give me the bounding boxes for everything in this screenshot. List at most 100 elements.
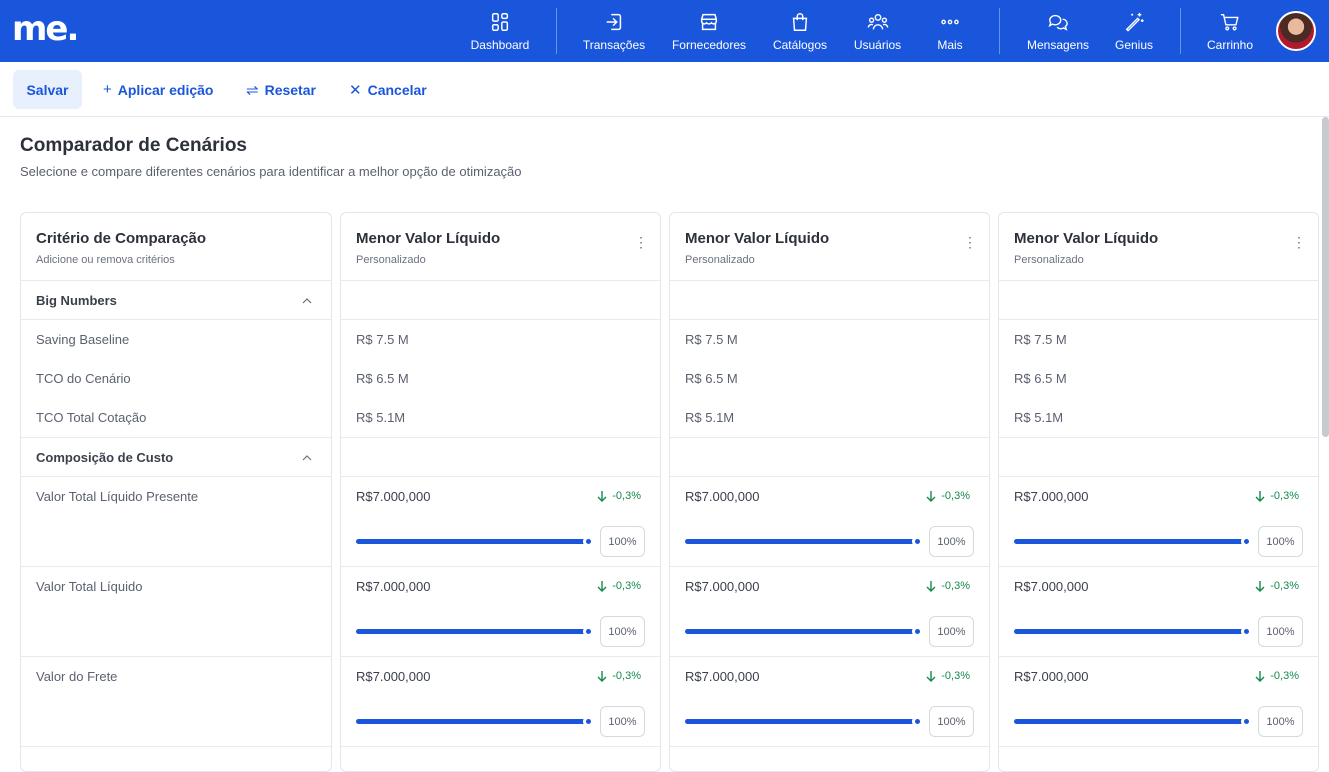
slider-handle[interactable] — [584, 717, 593, 726]
scenario-panel: Menor Valor Líquido Personalizado ⋮ R$ 7… — [998, 212, 1319, 772]
login-arrow-icon — [606, 13, 622, 31]
delta-value: -0,3% — [612, 670, 641, 682]
percentage-input[interactable]: 100% — [929, 706, 974, 737]
nav-mais[interactable]: Mais — [930, 0, 970, 62]
slider-handle[interactable] — [584, 537, 593, 546]
nav-label: Genius — [1114, 38, 1154, 52]
big-number-value: R$ 7.5 M — [356, 332, 409, 347]
nav-genius[interactable]: Genius — [1112, 0, 1156, 62]
divider — [341, 746, 660, 747]
divider — [670, 566, 989, 567]
top-navbar: me. Dashboard Transações Fornecedores Ca… — [0, 0, 1329, 62]
cost-value: R$7.000,000 — [685, 669, 760, 684]
kebab-menu-icon[interactable]: ⋮ — [1292, 234, 1306, 250]
delta-badge: -0,3% — [925, 670, 970, 682]
percentage-input[interactable]: 100% — [929, 616, 974, 647]
delta-badge: -0,3% — [1254, 670, 1299, 682]
percentage-input[interactable]: 100% — [1258, 526, 1303, 557]
nav-label: Dashboard — [470, 38, 530, 52]
kebab-menu-icon[interactable]: ⋮ — [634, 234, 648, 250]
save-button[interactable]: Salvar — [13, 70, 82, 109]
row-label-tco-total: TCO Total Cotação — [36, 410, 147, 425]
percentage-slider[interactable] — [685, 627, 922, 636]
slider-handle[interactable] — [913, 627, 922, 636]
percentage-slider[interactable] — [1014, 537, 1251, 546]
delta-value: -0,3% — [941, 580, 970, 592]
big-number-value: R$ 6.5 M — [685, 371, 738, 386]
chevron-up-icon[interactable] — [301, 452, 313, 464]
cost-value: R$7.000,000 — [356, 669, 431, 684]
cancel-button[interactable]: ✕ Cancelar — [349, 70, 427, 109]
section-cost-composition[interactable]: Composição de Custo — [36, 450, 174, 465]
divider — [670, 437, 989, 438]
percentage-slider[interactable] — [685, 717, 922, 726]
section-big-numbers[interactable]: Big Numbers — [36, 293, 117, 308]
nav-catalogos[interactable]: Catálogos — [770, 0, 830, 62]
delta-value: -0,3% — [1270, 670, 1299, 682]
nav-divider — [556, 8, 557, 54]
kebab-menu-icon[interactable]: ⋮ — [963, 234, 977, 250]
slider-handle[interactable] — [1242, 717, 1251, 726]
percentage-input[interactable]: 100% — [600, 526, 645, 557]
nav-label: Mensagens — [1026, 38, 1090, 52]
cost-value: R$7.000,000 — [356, 579, 431, 594]
divider — [670, 476, 989, 477]
percentage-input[interactable]: 100% — [1258, 706, 1303, 737]
nav-fornecedores[interactable]: Fornecedores — [670, 0, 748, 62]
slider-handle[interactable] — [913, 717, 922, 726]
reset-button[interactable]: ⇌ Resetar — [246, 70, 316, 109]
slider-handle[interactable] — [584, 627, 593, 636]
big-number-value: R$ 7.5 M — [685, 332, 738, 347]
arrow-down-icon — [1255, 491, 1265, 502]
page-title: Comparador de Cenários — [20, 135, 247, 156]
arrow-down-icon — [597, 671, 607, 682]
brand-logo[interactable]: me. — [12, 9, 79, 49]
slider-handle[interactable] — [1242, 537, 1251, 546]
arrow-down-icon — [926, 671, 936, 682]
big-number-value: R$ 5.1M — [685, 410, 735, 425]
percentage-slider[interactable] — [356, 717, 593, 726]
percentage-input[interactable]: 100% — [1258, 616, 1303, 647]
scenario-subtitle: Personalizado — [1014, 254, 1084, 266]
delta-value: -0,3% — [612, 580, 641, 592]
cost-value: R$7.000,000 — [685, 579, 760, 594]
percentage-slider[interactable] — [1014, 717, 1251, 726]
slider-handle[interactable] — [913, 537, 922, 546]
apply-edit-button[interactable]: + Aplicar edição — [103, 70, 213, 109]
nav-usuarios[interactable]: Usuários — [850, 0, 905, 62]
nav-dashboard[interactable]: Dashboard — [470, 0, 530, 62]
divider — [670, 656, 989, 657]
row-label-frete: Valor do Frete — [36, 669, 118, 684]
criteria-title: Critério de Comparação — [36, 230, 207, 247]
percentage-input[interactable]: 100% — [600, 706, 645, 737]
criteria-subtitle: Adicione ou remova critérios — [36, 254, 175, 266]
divider — [21, 746, 331, 747]
big-number-value: R$ 5.1M — [356, 410, 406, 425]
percentage-input[interactable]: 100% — [600, 616, 645, 647]
delta-value: -0,3% — [612, 490, 641, 502]
nav-transacoes[interactable]: Transações — [580, 0, 648, 62]
percentage-input[interactable]: 100% — [929, 526, 974, 557]
big-number-value: R$ 7.5 M — [1014, 332, 1067, 347]
nav-mensagens[interactable]: Mensagens — [1024, 0, 1092, 62]
slider-handle[interactable] — [1242, 627, 1251, 636]
cost-value: R$7.000,000 — [685, 489, 760, 504]
divider — [670, 280, 989, 281]
nav-carrinho[interactable]: Carrinho — [1205, 0, 1255, 62]
cart-icon — [1220, 13, 1239, 31]
divider — [21, 656, 331, 657]
scenario-title: Menor Valor Líquido — [1014, 230, 1159, 247]
arrow-down-icon — [926, 491, 936, 502]
vertical-scrollbar[interactable] — [1322, 117, 1329, 437]
percentage-slider[interactable] — [1014, 627, 1251, 636]
user-avatar[interactable] — [1276, 11, 1316, 51]
chevron-up-icon[interactable] — [301, 295, 313, 307]
percentage-slider[interactable] — [356, 627, 593, 636]
apply-edit-label: Aplicar edição — [117, 81, 214, 98]
plus-icon: + — [103, 81, 112, 98]
percentage-slider[interactable] — [356, 537, 593, 546]
nav-label: Usuários — [853, 38, 902, 52]
nav-label: Mais — [937, 38, 963, 52]
cost-value: R$7.000,000 — [1014, 489, 1089, 504]
percentage-slider[interactable] — [685, 537, 922, 546]
